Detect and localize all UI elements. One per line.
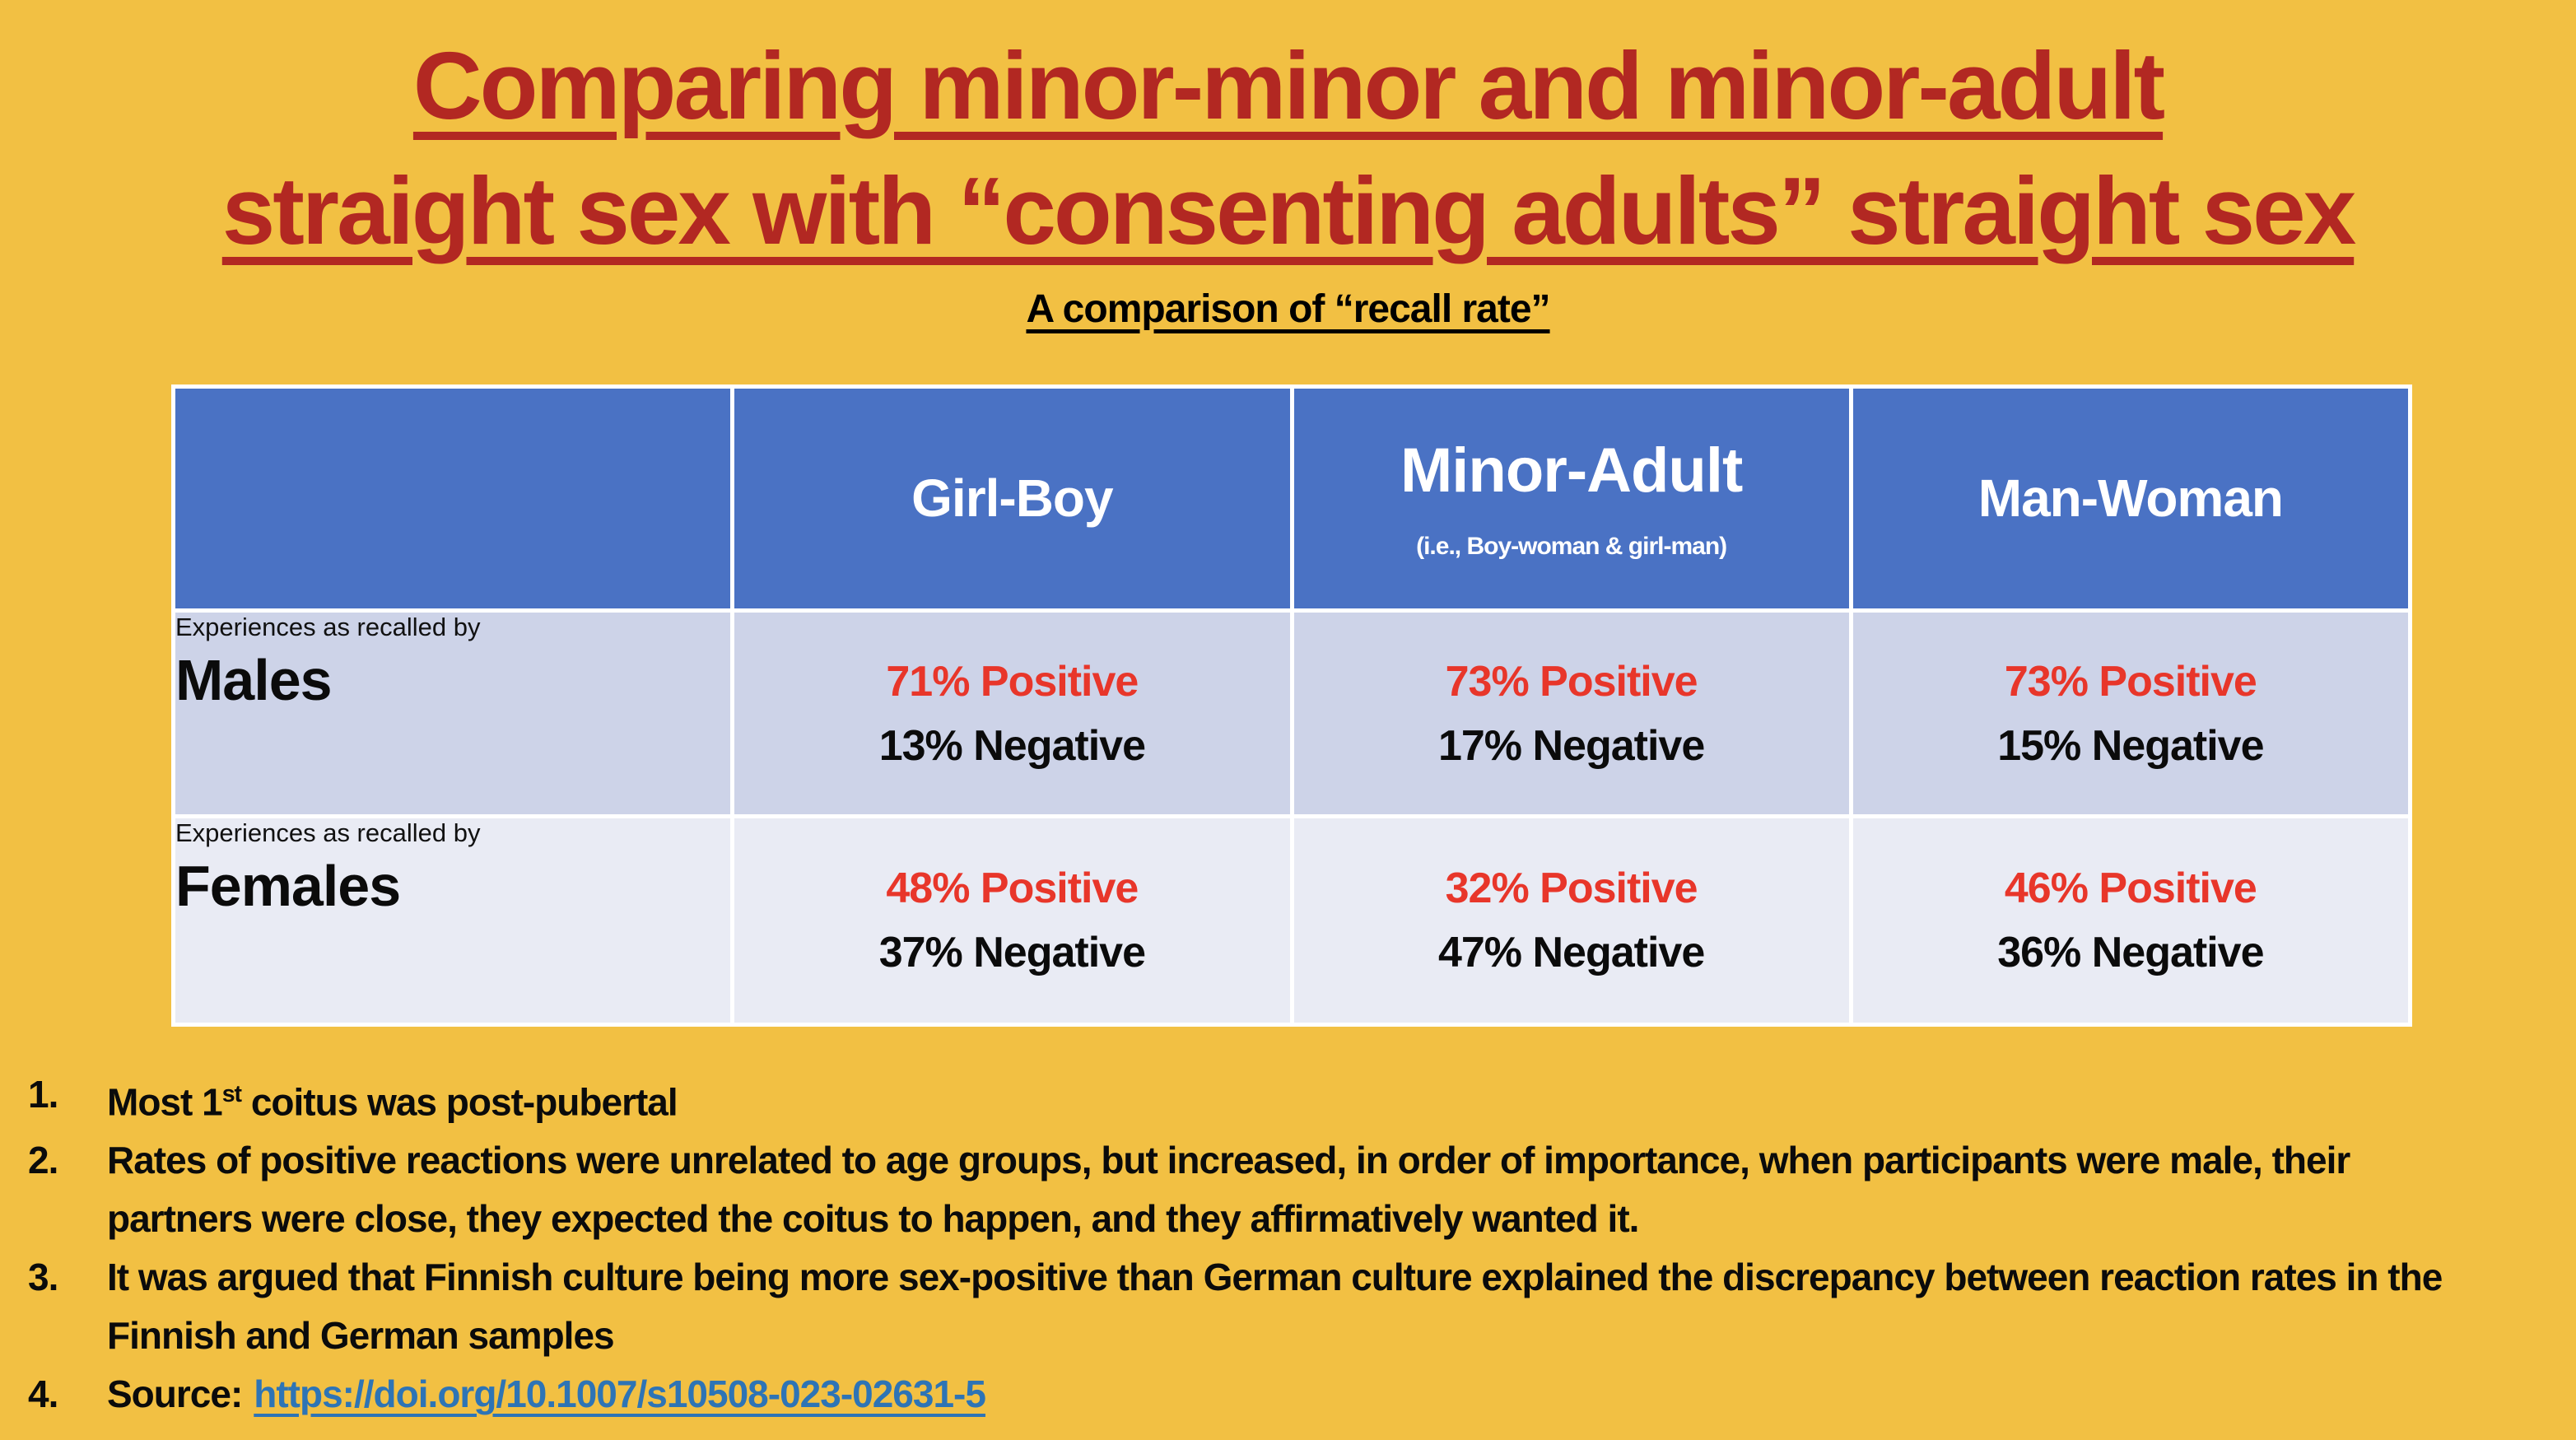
cell-males-girl-boy: 71% Positive 13% Negative: [730, 608, 1294, 818]
negative-value: 36% Negative: [1997, 929, 2264, 976]
note-text: Most 1st coitus was post-pubertal: [107, 1065, 2465, 1131]
row-group-males: Males: [175, 648, 333, 712]
note-text: It was argued that Finnish culture being…: [107, 1256, 2443, 1358]
note-item-2: 2. Rates of positive reactions were unre…: [28, 1131, 2465, 1248]
note-text-pre: Most 1: [107, 1080, 223, 1124]
row-prefix-females: Experiences as recalled by: [175, 818, 481, 847]
comparison-table: Girl-Boy Minor-Adult (i.e., Boy-woman & …: [170, 384, 2413, 1027]
note-superscript: st: [221, 1081, 242, 1107]
note-number: 2.: [28, 1139, 58, 1182]
notes-list: 1. Most 1st coitus was post-pubertal 2. …: [28, 1065, 2465, 1424]
note-item-4: 4. Source: https://doi.org/10.1007/s10508…: [28, 1365, 2465, 1424]
column-label-man-woman: Man-Woman: [1977, 468, 2284, 529]
header-cell-girl-boy: Girl-Boy: [730, 384, 1294, 613]
positive-value: 73% Positive: [2004, 657, 2257, 706]
row-group-females: Females: [175, 854, 401, 918]
row-prefix-males: Experiences as recalled by: [175, 613, 481, 641]
title-line-1: Comparing minor-minor and minor-adult: [412, 32, 2165, 139]
note-item-3: 3. It was argued that Finnish culture be…: [28, 1248, 2465, 1365]
negative-value: 47% Negative: [1437, 929, 1705, 976]
column-sublabel-minor-adult: (i.e., Boy-woman & girl-man): [1416, 533, 1727, 561]
cell-females-minor-adult: 32% Positive 47% Negative: [1289, 814, 1853, 1027]
note-text-post: coitus was post-pubertal: [241, 1080, 678, 1124]
positive-value: 71% Positive: [886, 657, 1139, 706]
positive-value: 48% Positive: [886, 864, 1139, 912]
row-label-females: Experiences as recalled by Females: [170, 814, 735, 1027]
positive-value: 73% Positive: [1445, 657, 1698, 706]
cell-males-minor-adult: 73% Positive 17% Negative: [1289, 608, 1853, 818]
note-number: 3.: [28, 1256, 58, 1299]
header-cell-man-woman: Man-Woman: [1848, 384, 2413, 613]
negative-value: 15% Negative: [1997, 721, 2264, 770]
column-label-minor-adult: Minor-Adult: [1400, 435, 1743, 506]
cell-males-man-woman: 73% Positive 15% Negative: [1848, 608, 2413, 818]
cell-females-man-woman: 46% Positive 36% Negative: [1848, 814, 2413, 1027]
note-number: 4.: [28, 1372, 58, 1416]
source-link[interactable]: https://doi.org/10.1007/s10508-023-02631…: [254, 1372, 986, 1416]
source-label: Source:: [107, 1372, 243, 1416]
positive-value: 46% Positive: [2004, 864, 2257, 912]
negative-value: 37% Negative: [878, 929, 1146, 976]
table-row-males: Experiences as recalled by Males 71% Pos…: [170, 608, 2413, 818]
table-row-females: Experiences as recalled by Females 48% P…: [170, 814, 2413, 1027]
row-label-males: Experiences as recalled by Males: [170, 608, 735, 818]
negative-value: 13% Negative: [878, 721, 1146, 770]
positive-value: 32% Positive: [1445, 864, 1698, 912]
slide-title: Comparing minor-minor and minor-adult st…: [0, 23, 2576, 273]
header-cell-minor-adult: Minor-Adult (i.e., Boy-woman & girl-man): [1289, 384, 1853, 613]
cell-females-girl-boy: 48% Positive 37% Negative: [730, 814, 1294, 1027]
header-row: Girl-Boy Minor-Adult (i.e., Boy-woman & …: [170, 384, 2413, 613]
header-cell-empty: [170, 384, 735, 613]
negative-value: 17% Negative: [1437, 721, 1705, 770]
slide-subtitle: A comparison of “recall rate”: [1026, 287, 1550, 331]
note-item-1: 1. Most 1st coitus was post-pubertal: [28, 1065, 2465, 1131]
note-text: Source: https://doi.org/10.1007/s10508-02…: [107, 1365, 2465, 1424]
column-label-girl-boy: Girl-Boy: [911, 468, 1113, 529]
note-text: Rates of positive reactions were unrelat…: [107, 1139, 2350, 1241]
title-line-2: straight sex with “consenting adults” st…: [221, 157, 2356, 264]
note-number: 1.: [28, 1073, 58, 1116]
